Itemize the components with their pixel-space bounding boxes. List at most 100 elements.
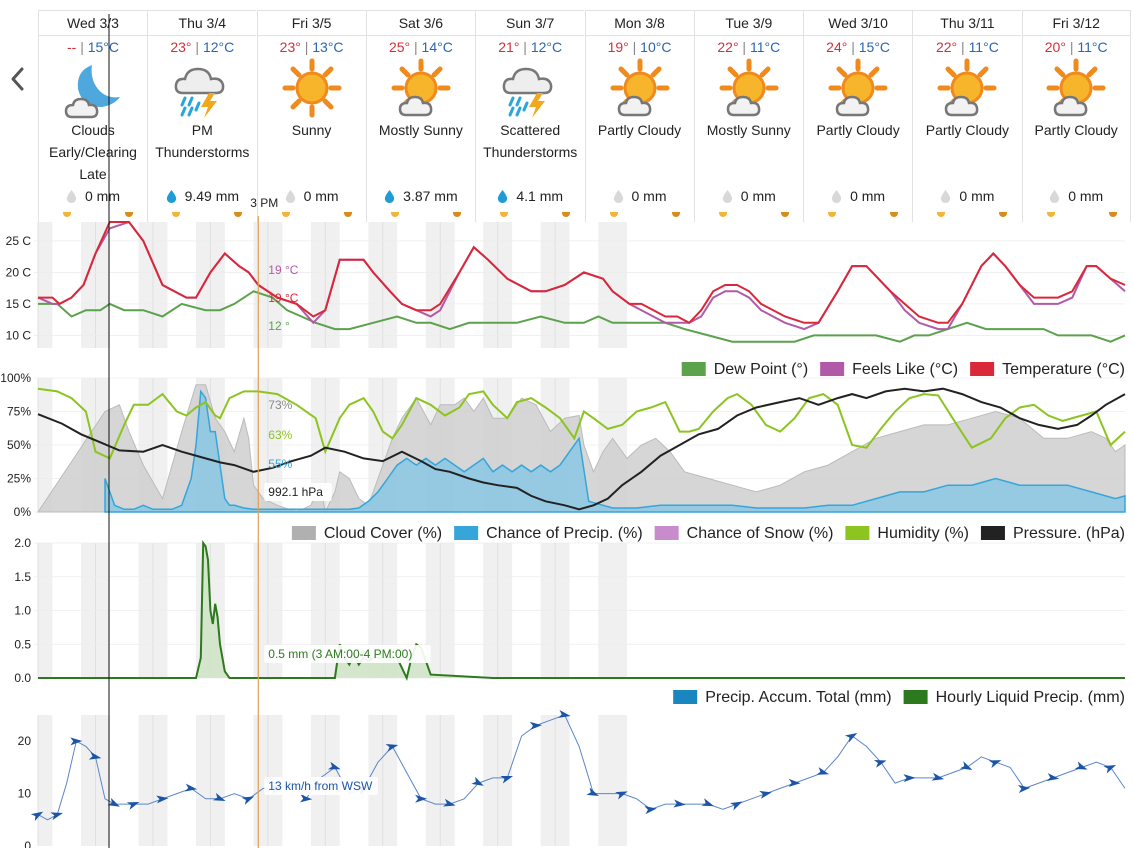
thunderstorm-icon (174, 67, 225, 118)
legend-label: Pressure. (hPa) (1013, 525, 1125, 542)
day-low: 13°C (312, 39, 344, 55)
cursor-hourly-precip-bg (264, 645, 431, 663)
raindrop-icon (498, 190, 508, 203)
cursor-feels-like: 19 °C (268, 263, 298, 277)
wind-ytick-label: 10 (18, 787, 32, 801)
day-date: Mon 3/8 (585, 10, 694, 36)
wind-arrow-icon (673, 799, 686, 808)
daily-forecast-strip: Wed 3/3 -- | 15°C Clouds Early/Clearing La… (38, 10, 1131, 222)
cursor-humidity: 63% (268, 428, 292, 442)
day-low: 15°C (858, 39, 891, 55)
day-column[interactable]: Wed 3/10 24° | 15°C Partly Cloudy 0 mm (803, 10, 913, 222)
temp-series-0 (38, 290, 1126, 343)
temp-ytick-label: 15 C (6, 297, 32, 311)
wind-arrow-icon (903, 774, 916, 783)
legend-swatch (970, 362, 995, 376)
day-condition: Clouds Early/Clearing Late (49, 122, 137, 182)
sunset-icon (780, 212, 789, 217)
day-column[interactable]: Mon 3/8 19° | 10°C Partly Cloudy 0 mm (584, 10, 694, 222)
raindrop-icon (285, 190, 295, 203)
day-column[interactable]: Thu 3/4 23° | 12°C PM Thunderstorms 9.49 mm (147, 10, 257, 222)
day-low: 10°C (640, 39, 672, 55)
day-date: Tue 3/9 (694, 10, 803, 36)
sun-cloud-icon (610, 58, 669, 117)
day-high: -- (66, 39, 77, 55)
sunset-icon (671, 212, 680, 217)
wind-arrow-icon (959, 761, 973, 771)
day-precip-amount: 0 mm (631, 188, 667, 204)
wind-ytick-label: 20 (18, 734, 32, 748)
wind-arrow-icon (644, 806, 657, 815)
day-condition: Partly Cloudy (925, 122, 1010, 138)
sun-times (476, 210, 584, 218)
wind-arrow-icon (30, 811, 44, 822)
day-precip-amount: 0 mm (959, 188, 995, 204)
day-column[interactable]: Sat 3/6 25° | 14°C Mostly Sunny 3.87 mm (365, 10, 475, 222)
day-column[interactable]: Fri 3/5 23° | 13°C Sunny 0 mm (256, 10, 366, 222)
day-low: 12°C (530, 39, 563, 55)
wind-arrow-icon (558, 710, 571, 718)
day-high: 19° (607, 39, 629, 55)
cursor-precip-chance: 55% (268, 457, 292, 471)
day-column[interactable]: Thu 3/11 22° | 11°C Partly Cloudy 0 mm (912, 10, 1022, 222)
wind-arrow-icon (184, 783, 198, 792)
day-precip: 9.49 mm (148, 186, 256, 206)
day-column[interactable]: Wed 3/3 -- | 15°C Clouds Early/Clearing La… (38, 10, 147, 222)
moon-cloud-icon (64, 65, 120, 119)
day-date: Fri 3/12 (1022, 10, 1130, 36)
day-temps: 25° | 14°C (388, 39, 453, 55)
legend-swatch (673, 690, 698, 704)
sunrise-icon (1046, 212, 1055, 217)
temp-ytick-label: 20 C (6, 265, 32, 279)
wind-arrow-icon (126, 802, 140, 810)
cursor-dew-point: 12 ° (268, 319, 290, 333)
day-precip-amount: 3.87 mm (403, 188, 458, 204)
wind-arrow-icon (443, 798, 456, 807)
temp-series-2 (38, 221, 1126, 325)
wind-arrow-icon (385, 743, 399, 752)
day-precip: 0 mm (586, 186, 694, 206)
day-precip-amount: 9.49 mm (184, 188, 240, 204)
cursor-hourly-precip: 0.5 mm (3 AM:00-4 PM:00) (268, 647, 412, 661)
previous-days-button[interactable] (8, 66, 28, 92)
sun-icon (282, 58, 342, 118)
raindrop-icon (166, 190, 176, 203)
legend-swatch (845, 526, 870, 540)
humidity-line (37, 387, 1126, 460)
day-low: 11°C (749, 39, 781, 55)
wind-arrow-icon (1018, 785, 1031, 794)
cloud-ytick-label: 25% (7, 472, 31, 486)
chevron-left-icon (11, 67, 24, 91)
legend-label: Precip. Accum. Total (mm) (705, 689, 891, 706)
day-temps: -- | 15°C (66, 39, 120, 55)
day-high: 22° (935, 39, 958, 55)
day-condition: Mostly Sunny (378, 122, 463, 138)
sunrise-icon (500, 212, 509, 217)
legend-label: Chance of Precip. (%) (486, 525, 643, 542)
wind-arrow-icon (107, 797, 120, 807)
day-condition: PM Thunderstorms (155, 122, 250, 160)
wind-arrow-icon (1103, 764, 1117, 774)
pressure-line (37, 387, 1126, 511)
wind-arrow-icon (844, 733, 858, 743)
raindrop-icon (1050, 190, 1060, 203)
day-precip: 0 mm (804, 186, 912, 206)
raindrop-icon (831, 190, 842, 203)
day-column[interactable]: Sun 3/7 21° | 12°C Scattered Thunderstorms… (475, 10, 585, 222)
wind-arrow-icon (70, 737, 83, 746)
legend-label: Dew Point (°) (714, 361, 808, 378)
day-column[interactable]: Tue 3/9 22° | 11°C Mostly Sunny 0 mm (693, 10, 803, 222)
day-precip: 0 mm (258, 186, 366, 206)
day-low: 12°C (202, 39, 235, 55)
wind-arrow-icon (88, 751, 102, 760)
day-precip-amount: 4.1 mm (516, 188, 564, 204)
cursor-wind: 13 km/h from WSW (268, 779, 373, 793)
precip-ytick-label: 2.0 (14, 536, 31, 550)
day-high: 25° (388, 39, 411, 55)
sunrise-icon (828, 212, 837, 217)
day-condition: Sunny (291, 122, 332, 138)
cursor-pressure: 992.1 hPa (268, 485, 323, 499)
day-low: 11°C (968, 39, 999, 55)
day-precip: 4.1 mm (476, 186, 584, 206)
day-column[interactable]: Fri 3/12 20° | 11°C Partly Cloudy 0 mm (1021, 10, 1131, 222)
